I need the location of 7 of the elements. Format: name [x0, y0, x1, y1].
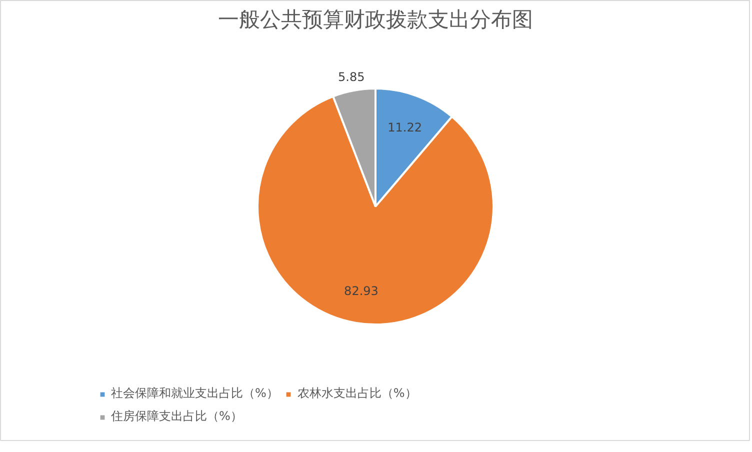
legend-label: 农林水支出占比（%）	[297, 385, 417, 402]
chart-title: 一般公共预算财政拨款支出分布图	[218, 8, 533, 32]
data-label: 11.22	[388, 120, 422, 134]
legend-label: 社会保障和就业支出占比（%）	[111, 385, 278, 402]
data-label: 82.93	[344, 284, 378, 298]
legend-label: 住房保障支出占比（%）	[111, 408, 242, 425]
data-label: 5.85	[338, 70, 365, 84]
